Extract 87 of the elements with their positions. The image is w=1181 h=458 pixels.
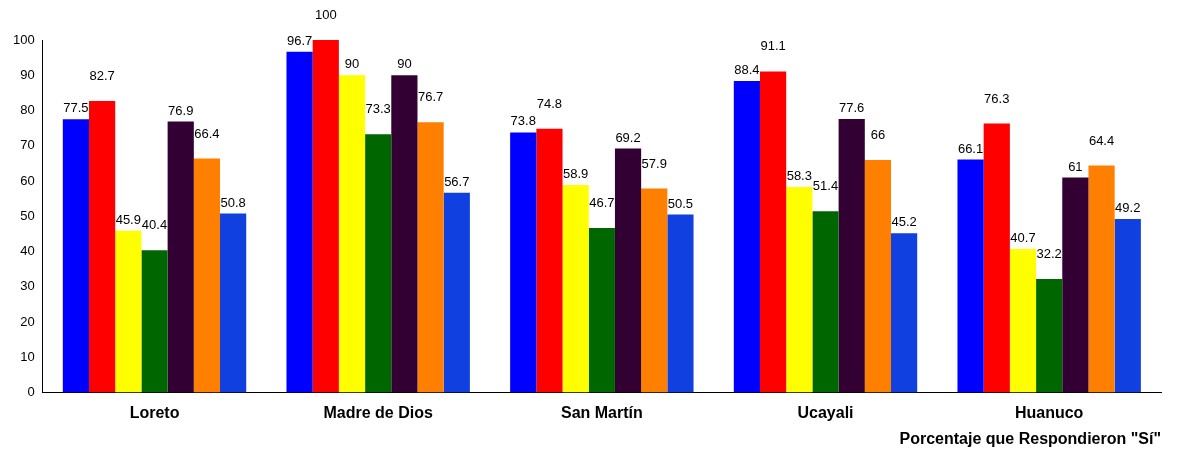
data-label: 64.4	[1088, 132, 1115, 148]
x-tick-label: San Martín	[560, 403, 643, 421]
data-label: 32.2	[1036, 246, 1062, 262]
data-label: 69.2	[615, 129, 641, 145]
bar	[141, 250, 168, 393]
bar	[286, 51, 313, 393]
bar	[312, 40, 339, 393]
data-label: 91.1	[760, 38, 786, 54]
x-tick-label: Ucayali	[797, 403, 854, 421]
bar	[338, 75, 366, 393]
bar	[193, 158, 221, 393]
data-label: 73.8	[510, 113, 536, 129]
bar	[957, 159, 984, 393]
data-label: 51.4	[812, 178, 839, 194]
data-label: 56.7	[444, 173, 470, 189]
data-label: 58.3	[786, 168, 812, 184]
bar	[588, 227, 615, 393]
data-label: 49.2	[1115, 200, 1141, 216]
bar	[1009, 249, 1037, 393]
data-label: 90	[344, 56, 360, 72]
bar	[391, 75, 418, 393]
bar	[536, 128, 563, 393]
data-label: 96.7	[286, 32, 313, 48]
y-tick-label: 90	[20, 66, 35, 82]
data-label: 76.7	[417, 89, 444, 105]
x-tick-label: Madre de Dios	[323, 403, 433, 421]
data-label: 76.3	[984, 90, 1010, 106]
y-tick-label: 20	[20, 313, 35, 329]
x-tick-label: Loreto	[129, 403, 180, 421]
data-label: 76.9	[168, 102, 194, 118]
data-label: 58.9	[562, 166, 589, 181]
data-label: 61	[1068, 158, 1083, 174]
x-axis-title: Porcentaje que Respondieron "Sí"	[899, 429, 1161, 447]
data-label: 45.9	[115, 211, 141, 227]
y-tick-label: 60	[20, 172, 35, 188]
bar	[891, 233, 918, 393]
bar	[733, 80, 761, 393]
y-tick-label: 40	[20, 243, 35, 259]
data-label: 73.3	[365, 101, 391, 117]
bar	[417, 122, 444, 393]
data-label: 45.2	[891, 214, 917, 230]
y-tick-label: 70	[20, 137, 35, 153]
bar	[510, 132, 537, 393]
data-label: 77.5	[63, 100, 89, 116]
bar	[89, 101, 116, 393]
data-label: 100	[314, 7, 337, 23]
data-label: 88.4	[734, 61, 760, 77]
data-label: 66	[870, 126, 886, 142]
bar	[864, 159, 892, 393]
data-label: 40.7	[1010, 230, 1036, 246]
bar	[1062, 177, 1089, 393]
data-label: 46.7	[589, 195, 615, 211]
bar	[641, 188, 668, 393]
bar	[167, 121, 194, 393]
bar	[1088, 165, 1115, 393]
bar	[786, 187, 813, 393]
data-label: 82.7	[89, 68, 115, 84]
bar	[812, 211, 839, 393]
bar	[115, 230, 142, 393]
bar	[760, 71, 787, 393]
x-tick-label: Huanuco	[1014, 403, 1084, 421]
data-label: 50.8	[220, 194, 246, 210]
data-label: 50.5	[667, 195, 694, 211]
bar	[443, 192, 470, 393]
y-tick-label: 0	[27, 384, 35, 400]
bar	[1036, 279, 1063, 393]
data-label: 66.1	[957, 140, 984, 156]
data-label: 66.4	[194, 125, 220, 141]
data-label: 74.8	[536, 95, 563, 111]
data-label: 57.9	[641, 155, 667, 171]
data-label: 90	[397, 56, 412, 72]
y-tick-label: 80	[20, 102, 35, 118]
bar	[983, 123, 1010, 393]
bar	[1114, 219, 1141, 393]
data-label: 40.4	[141, 217, 168, 233]
bar	[62, 119, 90, 393]
y-tick-label: 30	[20, 278, 35, 294]
y-tick-label: 100	[12, 31, 35, 47]
bar	[365, 134, 392, 393]
y-tick-label: 10	[20, 348, 35, 364]
y-tick-label: 50	[20, 207, 35, 223]
bar	[838, 118, 865, 393]
bar	[614, 148, 642, 393]
bar	[562, 184, 589, 393]
data-label: 77.6	[839, 100, 865, 116]
bar	[220, 213, 247, 393]
bar	[667, 214, 694, 393]
